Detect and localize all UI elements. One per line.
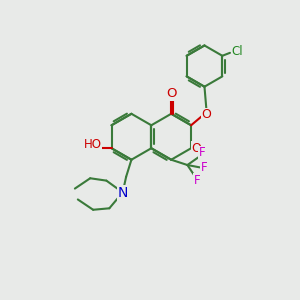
Text: N: N	[117, 186, 128, 200]
Text: HO: HO	[84, 138, 102, 151]
Text: Cl: Cl	[231, 45, 243, 58]
Text: O: O	[191, 142, 201, 155]
Text: F: F	[201, 161, 207, 174]
Text: O: O	[166, 87, 176, 100]
Text: F: F	[199, 146, 205, 159]
Text: F: F	[194, 174, 200, 187]
Text: O: O	[201, 108, 211, 121]
